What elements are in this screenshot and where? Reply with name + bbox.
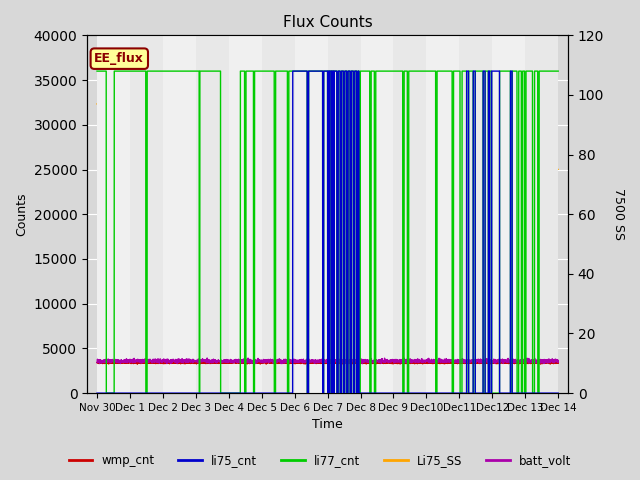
Bar — [294, 36, 328, 393]
Bar — [262, 36, 294, 393]
li75_cnt — [554, 390, 562, 396]
li77_cnt — [93, 68, 101, 74]
Line: li75_cnt: li75_cnt — [97, 71, 558, 393]
batt_volt — [270, 357, 278, 363]
Text: EE_flux: EE_flux — [94, 52, 144, 65]
Line: Li75_SS: Li75_SS — [97, 65, 558, 393]
Li75_SS — [554, 167, 562, 172]
Line: wmp_cnt: wmp_cnt — [97, 361, 558, 364]
Bar — [228, 36, 262, 393]
Bar — [97, 36, 130, 393]
Bar — [163, 36, 196, 393]
li77_cnt — [260, 68, 268, 74]
li75_cnt — [435, 390, 443, 396]
li75_cnt — [289, 68, 296, 74]
Legend: wmp_cnt, li75_cnt, li77_cnt, Li75_SS, batt_volt: wmp_cnt, li75_cnt, li77_cnt, Li75_SS, ba… — [64, 449, 576, 472]
li77_cnt — [460, 68, 467, 74]
Line: batt_volt: batt_volt — [97, 358, 558, 364]
li77_cnt — [554, 68, 562, 74]
wmp_cnt — [538, 358, 546, 364]
Bar — [196, 36, 228, 393]
wmp_cnt — [270, 361, 278, 367]
Li75_SS — [300, 110, 308, 116]
batt_volt — [93, 360, 101, 365]
batt_volt — [496, 358, 504, 364]
li75_cnt — [366, 390, 374, 396]
Li75_SS — [551, 167, 559, 172]
li75_cnt — [460, 390, 467, 396]
batt_volt — [554, 359, 562, 365]
batt_volt — [367, 361, 374, 367]
Bar — [525, 36, 558, 393]
Y-axis label: 7500 SS: 7500 SS — [612, 188, 625, 240]
li77_cnt — [366, 390, 374, 396]
Bar — [426, 36, 460, 393]
li77_cnt — [116, 68, 124, 74]
Li75_SS — [93, 101, 101, 107]
Bar — [328, 36, 360, 393]
wmp_cnt — [496, 360, 504, 365]
li75_cnt — [116, 390, 124, 396]
wmp_cnt — [134, 361, 141, 367]
Bar — [394, 36, 426, 393]
wmp_cnt — [545, 360, 553, 365]
li75_cnt — [386, 390, 394, 396]
wmp_cnt — [554, 360, 562, 366]
X-axis label: Time: Time — [312, 419, 343, 432]
li77_cnt — [435, 68, 443, 74]
batt_volt — [545, 358, 553, 364]
batt_volt — [173, 358, 181, 363]
Bar — [130, 36, 163, 393]
batt_volt — [204, 355, 211, 361]
li75_cnt — [93, 390, 101, 396]
Li75_SS — [200, 239, 208, 244]
li75_cnt — [260, 390, 268, 396]
wmp_cnt — [93, 360, 101, 365]
Li75_SS — [203, 175, 211, 181]
Li75_SS — [119, 62, 127, 68]
batt_volt — [290, 360, 298, 365]
Line: li77_cnt: li77_cnt — [97, 71, 558, 393]
Title: Flux Counts: Flux Counts — [283, 15, 372, 30]
batt_volt — [146, 359, 154, 365]
wmp_cnt — [173, 360, 181, 365]
li77_cnt — [102, 390, 110, 396]
li77_cnt — [386, 68, 394, 74]
Li75_SS — [267, 116, 275, 122]
Bar — [492, 36, 525, 393]
Li75_SS — [205, 236, 213, 241]
wmp_cnt — [290, 360, 298, 366]
Y-axis label: Counts: Counts — [15, 192, 28, 236]
Bar — [460, 36, 492, 393]
Bar — [360, 36, 394, 393]
wmp_cnt — [146, 360, 154, 366]
Li75_SS — [110, 390, 118, 396]
